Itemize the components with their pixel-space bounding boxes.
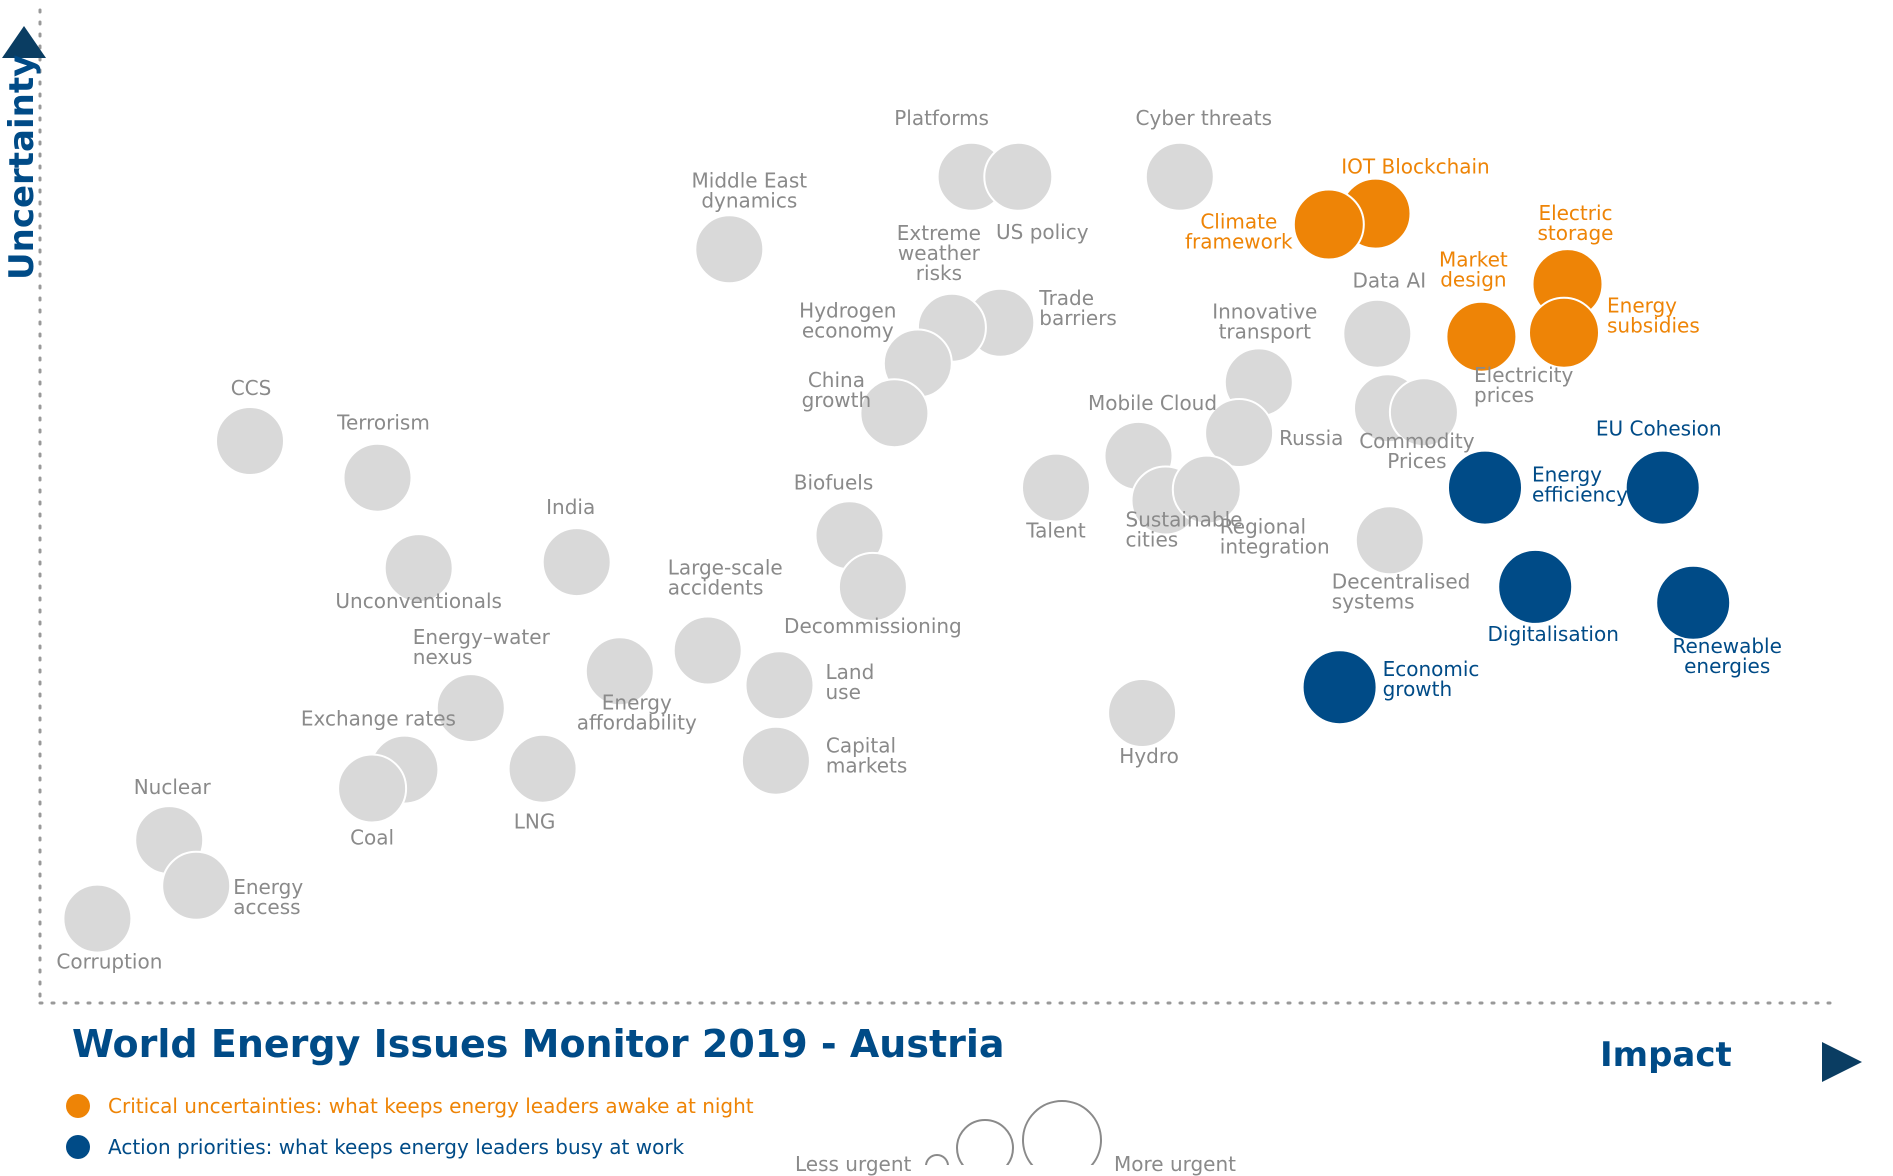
bubble-data-ai [1342, 298, 1413, 369]
label-decommissioning: Decommissioning [784, 614, 962, 638]
bubble-renewable-energies [1655, 564, 1732, 641]
bubble-capital-markets [740, 725, 811, 796]
bubble-corruption [62, 883, 133, 954]
chart-points: Platforms US policy Cyber threats IOT Block… [56, 106, 1782, 974]
label-hydro: Hydro [1119, 744, 1179, 768]
size-legend-more-label: More urgent [1114, 1152, 1237, 1176]
y-axis-arrow-icon [2, 26, 46, 58]
label-lng: LNG [514, 810, 556, 834]
size-legend-small-icon [925, 1154, 949, 1165]
blue-dot-icon [66, 1135, 90, 1159]
bubble-decentralised-systems [1354, 505, 1425, 576]
bubble-middle-east-dynamics [694, 214, 765, 285]
bubble-decommissioning [837, 551, 908, 622]
label-data-ai: Data AI [1352, 269, 1426, 293]
bubble-hydro [1107, 678, 1178, 748]
label-decentralised-systems: Decentralised systems [1332, 569, 1471, 613]
label-unconventionals: Unconventionals [335, 589, 502, 613]
label-digitalisation: Digitalisation [1487, 622, 1618, 646]
label-market-design: Market design [1439, 248, 1508, 292]
legend-item-critical: Critical uncertainties: what keeps energ… [66, 1094, 754, 1118]
bubble-commodity-prices [1388, 377, 1459, 448]
orange-dot-icon [66, 1094, 90, 1118]
label-land-use: Land use [826, 660, 875, 704]
label-eu-cohesion: EU Cohesion [1596, 417, 1722, 441]
bubble-energy-affordability [584, 636, 655, 707]
label-coal: Coal [350, 826, 394, 850]
bubble-russia [1204, 398, 1275, 468]
bubble-land-use [744, 650, 815, 721]
bubble-large-scale-accidents [672, 615, 743, 686]
label-cyber-threats: Cyber threats [1136, 106, 1273, 130]
label-talent: Talent [1025, 519, 1086, 543]
bubble-cyber-threats [1144, 141, 1215, 212]
bubble-us-policy [983, 141, 1054, 212]
label-economic-growth: Economic growth [1383, 657, 1480, 701]
chart-title: World Energy Issues Monitor 2019 - Austr… [72, 1022, 1005, 1066]
label-climate-framework: Climate framework [1185, 210, 1293, 254]
label-russia: Russia [1279, 426, 1343, 450]
label-iot-blockchain: IOT Blockchain [1341, 155, 1489, 179]
bubble-coal [337, 753, 408, 824]
label-electricity-prices: Electricity prices [1474, 363, 1574, 407]
legend-action-label: Action priorities: what keeps energy lea… [108, 1135, 685, 1159]
label-sustainable-cities: Sustainable cities [1126, 508, 1243, 552]
label-platforms: Platforms [894, 106, 989, 130]
x-axis-label: Impact [1600, 1035, 1732, 1075]
label-china-growth: China growth [802, 368, 872, 412]
label-exchange-rates: Exchange rates [301, 707, 456, 731]
label-hydrogen-economy: Hydrogen economy [799, 299, 896, 343]
bubble-talent [1021, 452, 1091, 523]
label-mobile-cloud: Mobile Cloud [1088, 391, 1217, 415]
label-regional-integration: Regional integration [1220, 515, 1330, 559]
size-legend-large-icon [1022, 1100, 1102, 1165]
label-nuclear: Nuclear [134, 775, 212, 799]
bubble-ccs [215, 406, 285, 476]
bubble-india [541, 527, 612, 598]
bubble-digitalisation [1497, 548, 1574, 625]
label-innovative-transport: Innovative transport [1212, 299, 1317, 343]
label-ccs: CCS [231, 376, 272, 400]
label-commodity-prices: Commodity Prices [1359, 429, 1474, 473]
bubble-market-design [1445, 300, 1518, 373]
size-legend-less-label: Less urgent [795, 1152, 912, 1176]
label-trade-barriers: Trade barriers [1038, 286, 1117, 330]
label-us-policy: US policy [996, 220, 1089, 244]
bubble-climate-framework [1292, 188, 1365, 261]
label-extreme-weather-risks: Extreme weather risks [897, 221, 981, 285]
label-energy-efficiency: Energy efficiency [1532, 463, 1628, 507]
label-energy-affordability: Energy affordability [577, 690, 697, 734]
label-electric-storage: Electric storage [1538, 201, 1614, 245]
label-terrorism: Terrorism [336, 411, 430, 435]
bubble-energy-access [161, 850, 232, 921]
bubble-regional-integration [1171, 454, 1242, 525]
y-axis-label: Uncertainty [2, 54, 42, 280]
legend-item-action: Action priorities: what keeps energy lea… [66, 1135, 684, 1159]
bubble-eu-cohesion [1624, 449, 1701, 526]
label-large-scale-accidents: Large-scale accidents [668, 556, 783, 600]
label-energy-access: Energy access [233, 875, 303, 919]
bubble-terrorism [342, 442, 413, 513]
bubble-china-growth [859, 378, 930, 449]
bubble-energy-water-nexus [435, 673, 506, 744]
size-legend-medium-icon [956, 1119, 1014, 1165]
label-energy-subsidies: Energy subsidies [1607, 294, 1700, 338]
bubble-unconventionals [383, 533, 454, 604]
label-biofuels: Biofuels [794, 470, 874, 494]
bubble-lng [507, 733, 578, 804]
label-india: India [546, 495, 595, 519]
label-middle-east-dynamics: Middle East dynamics [692, 168, 808, 212]
label-capital-markets: Capital markets [826, 734, 907, 778]
label-renewable-energies: Renewable energies [1672, 634, 1781, 678]
bubble-energy-subsidies [1528, 296, 1600, 369]
bubble-energy-efficiency [1447, 449, 1523, 526]
label-energy-water-nexus: Energy–water nexus [413, 625, 551, 669]
legend-critical-label: Critical uncertainties: what keeps energ… [108, 1094, 754, 1118]
label-corruption: Corruption [56, 950, 162, 974]
x-axis-arrow-icon [1822, 1042, 1862, 1082]
bubble-economic-growth [1301, 649, 1378, 726]
